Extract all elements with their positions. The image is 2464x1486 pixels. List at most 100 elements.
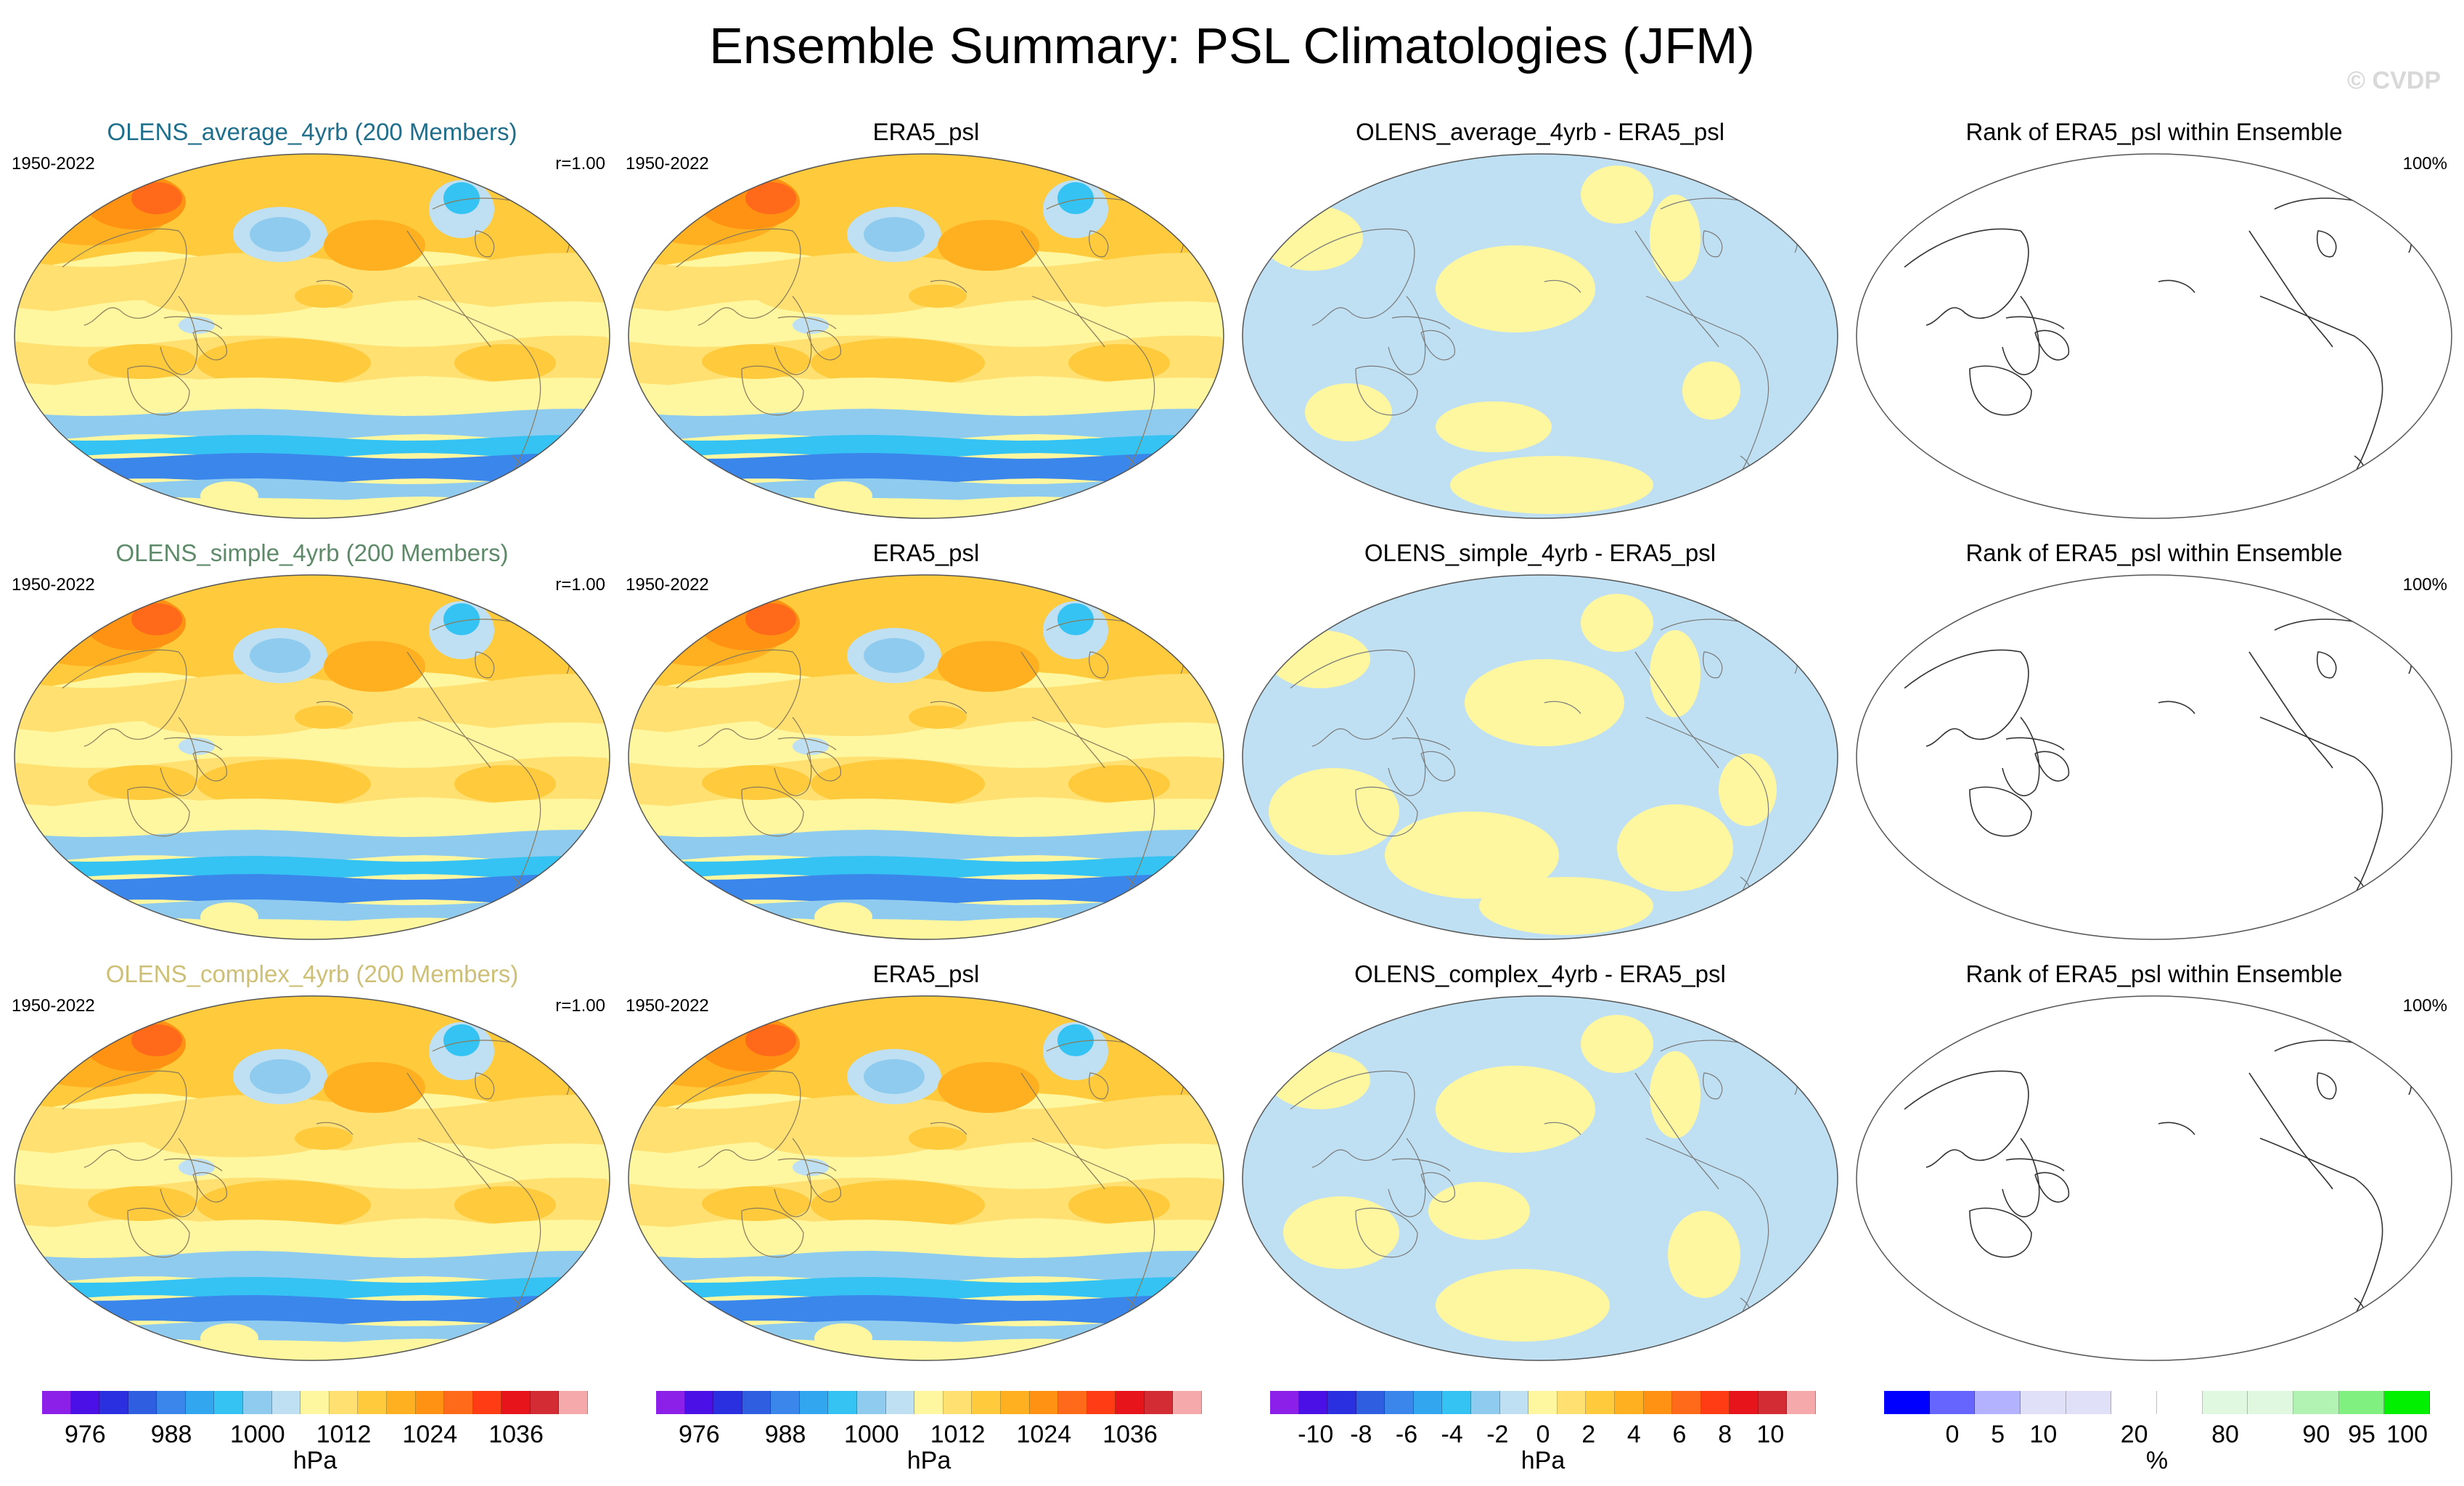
- coastline-6: [2259, 1138, 2383, 1335]
- colorbar-box-9: [914, 1391, 944, 1414]
- map-border: [1242, 153, 1838, 519]
- sh-transition-band: [629, 799, 1224, 838]
- coastline-5: [1634, 1072, 1719, 1190]
- coastline-4: [777, 737, 837, 751]
- colorbar-box-11: [2384, 1391, 2431, 1414]
- diff-map-row-2: [1242, 574, 1838, 940]
- map-border: [628, 995, 1224, 1361]
- colorbar-box-18: [559, 1391, 588, 1414]
- colorbar-box-12: [386, 1391, 416, 1414]
- coastline-5: [1634, 651, 1719, 769]
- colorbar-box-17: [1144, 1391, 1174, 1414]
- coastline-6: [2259, 295, 2383, 493]
- coastline-0: [1290, 649, 1415, 747]
- coastline-2: [127, 1207, 190, 1258]
- rank-percent-label: 100%: [2402, 996, 2447, 1016]
- colorbar-tick-label: 1000: [844, 1421, 899, 1448]
- sh-transition-band: [15, 1220, 610, 1259]
- aleutian-low-core: [864, 217, 925, 252]
- antarctic-high: [814, 1323, 872, 1352]
- sh-subtropical-high-pacific: [197, 1180, 371, 1230]
- colorbar-box-12: [1000, 1391, 1030, 1414]
- sh-subtropical-high-pacific: [811, 759, 985, 809]
- map-border: [1856, 995, 2452, 1361]
- ensemble-period-label: 1950-2022: [12, 996, 95, 1016]
- coastline-3: [2034, 751, 2070, 782]
- ensemble-correlation-label: r=1.00: [555, 154, 605, 173]
- colorbar-tick-label: 1000: [230, 1421, 285, 1448]
- positive-anomaly-6: [1682, 362, 1740, 420]
- colorbar-box-1: [70, 1391, 100, 1414]
- colorbar-box-8: [2248, 1391, 2294, 1414]
- positive-anomaly-4: [1283, 1196, 1399, 1269]
- colorbar-box-14: [1672, 1391, 1701, 1414]
- map-fill-group: [15, 996, 610, 1360]
- colorbar-box-16: [502, 1391, 531, 1414]
- coastline-8: [475, 651, 495, 679]
- colorbar-box-2: [1327, 1391, 1356, 1414]
- sh-transition-band: [629, 1220, 1224, 1259]
- southern-ocean-band-4: [629, 1320, 1224, 1344]
- coastline-9: [930, 279, 967, 293]
- colorbar-box-3: [1356, 1391, 1386, 1414]
- coastline-8: [1089, 230, 1109, 258]
- colorbar-box-2: [99, 1391, 128, 1414]
- sh-subtropical-high-atlantic: [1068, 344, 1170, 382]
- coastline-4: [1391, 737, 1451, 751]
- coastline-9: [316, 701, 353, 714]
- colorbar-box-16: [1730, 1391, 1759, 1414]
- southern-ocean-band-1: [629, 409, 1224, 441]
- coastline-5: [2248, 651, 2333, 769]
- coastline-4: [163, 316, 223, 330]
- rank-map-row-2: [1856, 574, 2452, 940]
- figure-title: Ensemble Summary: PSL Climatologies (JFM…: [709, 17, 1755, 74]
- positive-anomaly-3: [1581, 1015, 1653, 1073]
- coastline-3: [806, 330, 841, 361]
- colorbar-box-11: [358, 1391, 387, 1414]
- obs-map-row-2: [628, 574, 1224, 940]
- map-fill-group: [629, 154, 1224, 518]
- southern-ocean-band-2: [629, 435, 1224, 459]
- coastline-3: [192, 751, 227, 782]
- sh-subtropical-high-pacific: [197, 759, 371, 809]
- colorbar-tick-label: 1024: [1016, 1421, 1072, 1448]
- antarctic-band: [15, 1340, 610, 1360]
- colorbar-box-4: [2066, 1391, 2112, 1414]
- coastline-8: [1703, 1072, 1723, 1100]
- positive-anomaly-3: [1581, 166, 1653, 224]
- map-border: [14, 153, 610, 519]
- southern-ocean-band-3: [15, 874, 610, 905]
- sh-subtropical-high-atlantic: [454, 765, 556, 803]
- southern-ocean-band-4: [15, 478, 610, 502]
- na-high: [324, 220, 425, 271]
- colorbar-box-0: [656, 1391, 685, 1414]
- colorbar-box-10: [329, 1391, 359, 1414]
- colorbar-box-17: [530, 1391, 560, 1414]
- positive-anomaly-1: [1261, 205, 1363, 271]
- sh-subtropical-high-indian: [88, 765, 197, 800]
- rank-panel-title: Rank of ERA5_psl within Ensemble: [1965, 118, 2343, 145]
- colorbar-box-13: [1643, 1391, 1673, 1414]
- colorbar-box-12: [1614, 1391, 1644, 1414]
- coastline-6: [2259, 717, 2383, 914]
- colorbar-box-7: [857, 1391, 886, 1414]
- colorbar-tick-label: -4: [1441, 1421, 1463, 1448]
- coastline-6: [1031, 717, 1155, 914]
- antarctic-high: [814, 481, 872, 510]
- ensemble-period-label: 1950-2022: [12, 575, 95, 595]
- colorbar-tick-label: 20: [2120, 1421, 2148, 1448]
- coastline-0: [62, 1070, 187, 1168]
- colorbar-2: 976 988 1000 1012 1024 1036 hPa: [656, 1391, 1202, 1478]
- colorbar-box-1: [1298, 1391, 1328, 1414]
- southern-ocean-band-3: [15, 1295, 610, 1326]
- na-high: [938, 1062, 1039, 1113]
- obs-panel-title: ERA5_psl: [872, 539, 980, 566]
- southern-ocean-band-1: [15, 1251, 610, 1283]
- colorbar-unit-label: hPa: [906, 1447, 951, 1474]
- colorbar-box-7: [243, 1391, 272, 1414]
- coastline-8: [2317, 651, 2337, 679]
- coastline-2: [1355, 1207, 1418, 1258]
- colorbar-tick-label: 8: [1718, 1421, 1732, 1448]
- coastline-6: [417, 717, 541, 914]
- colorbar-box-3: [2021, 1391, 2066, 1414]
